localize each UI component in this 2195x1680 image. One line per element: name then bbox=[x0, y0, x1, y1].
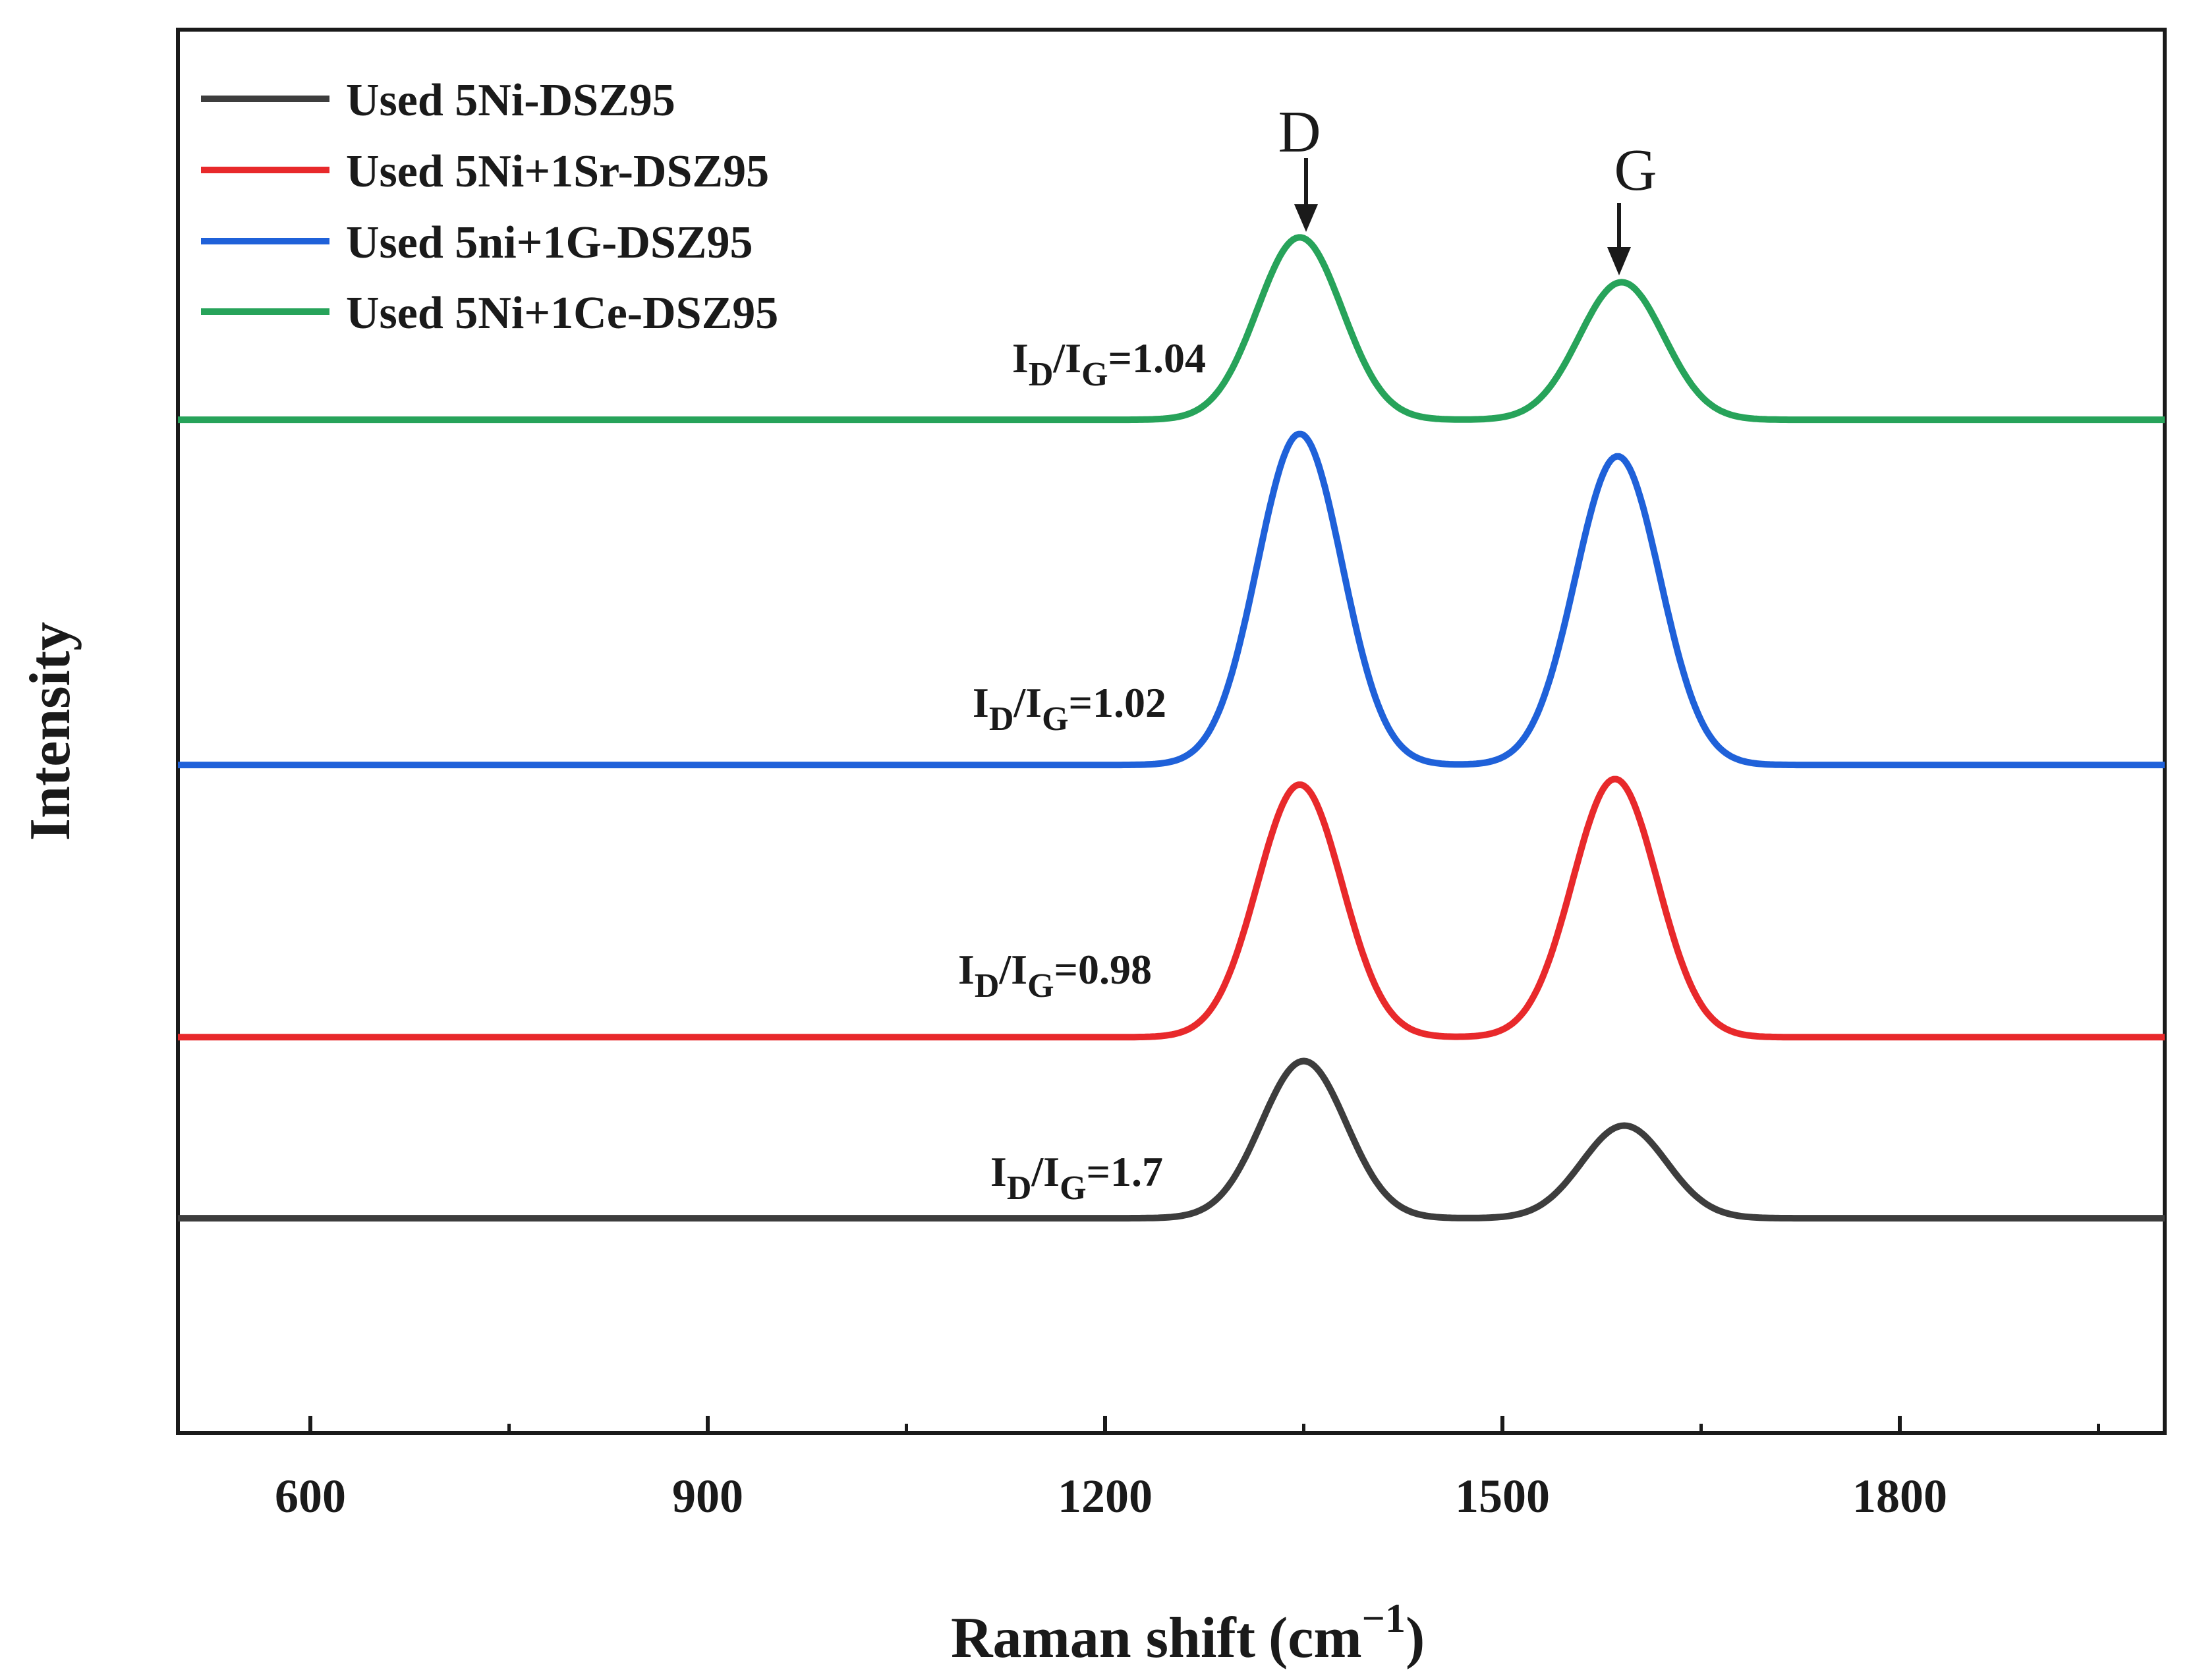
x-tick-label-600: 600 bbox=[275, 1470, 346, 1523]
x-axis-title: Raman shift bbox=[951, 1606, 1255, 1670]
peak-d-arrow-head bbox=[1294, 204, 1318, 232]
ratio-label-sr: ID/IG=0.98 bbox=[958, 946, 1152, 1005]
plot-frame bbox=[176, 28, 2167, 1435]
series-line-3 bbox=[177, 234, 2165, 424]
legend: Used 5Ni-DSZ95 Used 5Ni+1Sr-DSZ95 Used 5… bbox=[201, 75, 778, 339]
legend-label-g: Used 5ni+1G-DSZ95 bbox=[346, 217, 753, 268]
x-tick-label-1200: 1200 bbox=[1058, 1470, 1153, 1523]
peak-marker-d: D bbox=[1278, 99, 1321, 232]
series-line-2 bbox=[177, 430, 2165, 769]
x-tick-label-1500: 1500 bbox=[1455, 1470, 1550, 1523]
x-tick-label-1800: 1800 bbox=[1852, 1470, 1947, 1523]
peak-d-label: D bbox=[1278, 99, 1321, 165]
series-line-1 bbox=[177, 775, 2165, 1041]
ratio-label-ce: ID/IG=1.04 bbox=[1012, 335, 1206, 393]
legend-label-5ni: Used 5Ni-DSZ95 bbox=[346, 75, 675, 126]
y-axis-title: Intensity bbox=[18, 622, 82, 841]
legend-label-sr: Used 5Ni+1Sr-DSZ95 bbox=[346, 146, 769, 197]
legend-label-ce: Used 5Ni+1Ce-DSZ95 bbox=[346, 288, 778, 339]
spectra-lines bbox=[177, 234, 2165, 1222]
x-axis-ticks: 600 900 1200 1500 1800 bbox=[275, 1416, 2100, 1523]
series-line-0 bbox=[177, 1057, 2165, 1222]
x-tick-label-900: 900 bbox=[672, 1470, 743, 1523]
ratio-label-g: ID/IG=1.02 bbox=[973, 679, 1166, 738]
peak-g-label: G bbox=[1614, 138, 1657, 203]
ratio-label-5ni: ID/IG=1.7 bbox=[990, 1148, 1163, 1207]
x-axis-unit: (cm−1) bbox=[1269, 1596, 1425, 1670]
peak-marker-g: G bbox=[1607, 138, 1657, 275]
peak-g-arrow-head bbox=[1607, 247, 1631, 275]
